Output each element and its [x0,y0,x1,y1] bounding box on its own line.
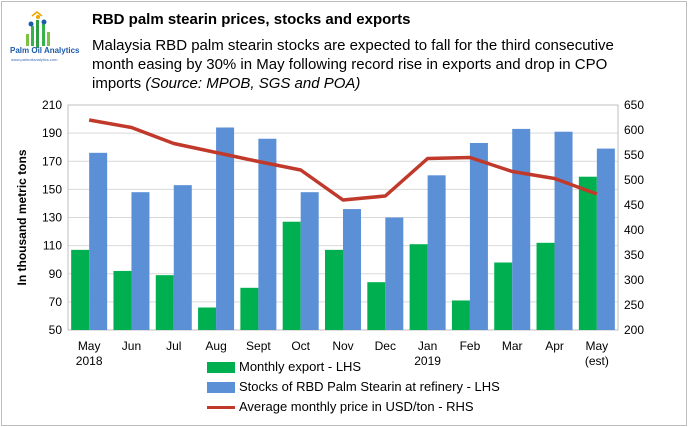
bar-stocks [385,217,404,330]
x-tick-label: May (est) [585,339,609,368]
legend-label-export: Monthly export - LHS [239,359,362,374]
bar-stocks [596,148,615,330]
palm-tree-icon [26,11,50,48]
legend-label-stocks: Stocks of RBD Palm Stearin at refinery -… [239,379,500,394]
x-tick-label: Dec [375,339,396,353]
bar-export [578,176,597,330]
y2-tick-label: 500 [624,173,644,187]
bar-stocks [131,192,150,330]
x-tick-label: May 2018 [76,339,103,368]
bar-export [367,282,386,330]
y2-tick-label: 350 [624,248,644,262]
y2-tick-label: 650 [624,98,644,112]
y2-tick-label: 200 [624,323,644,337]
y-tick-label: 50 [49,323,63,337]
bar-export [409,244,428,330]
legend-label-price: Average monthly price in USD/ton - RHS [239,399,474,414]
y-tick-label: 70 [49,295,63,309]
legend-swatch-stocks [207,382,235,393]
bar-export [240,287,259,330]
y-tick-label: 170 [42,154,62,168]
bar-export [325,249,343,330]
bar-stocks [469,142,488,330]
bar-export [71,249,90,330]
bar-export [451,300,470,330]
bar-stocks [216,127,235,330]
palm-oil-analytics-logo [26,11,50,48]
bar-export [494,262,513,330]
y2-tick-label: 400 [624,223,644,237]
bar-stocks [343,209,361,330]
bar-stocks [173,185,192,330]
x-tick-label: Mar [502,339,523,353]
bar-stocks [427,175,446,330]
bar-export [198,307,217,330]
y2-tick-label: 550 [624,148,644,162]
bar-export [282,221,301,330]
series-line-price [88,118,598,202]
bar-export [113,270,132,330]
y2-tick-label: 300 [624,273,644,287]
chart-subtitle: Malaysia RBD palm stearin stocks are exp… [92,36,652,93]
x-tick-label: Aug [205,339,226,353]
y-tick-label: 90 [49,267,63,281]
brand-url: www.palmoilanalytics.com [11,57,58,62]
x-tick-label: Jun [122,339,141,353]
y-axis-title: In thousand metric tons [15,149,29,285]
bar-stocks [300,192,319,330]
x-tick-label: Sept [246,339,271,353]
legend-swatch-export [207,362,235,373]
x-tick-label: Jul [166,339,181,353]
legend-swatch-price [207,406,235,409]
x-tick-label: Nov [332,339,353,353]
x-tick-label: Apr [545,339,564,353]
bar-stocks [512,128,531,330]
bar-stocks [258,138,277,330]
y-tick-label: 130 [42,211,62,225]
y2-tick-label: 600 [624,123,644,137]
y-tick-label: 210 [42,98,62,112]
chart-title: RBD palm stearin prices, stocks and expo… [92,11,411,28]
y2-tick-label: 450 [624,198,644,212]
y2-tick-label: 250 [624,298,644,312]
bar-export [536,242,555,330]
x-tick-label: Feb [460,339,481,353]
bar-stocks [89,152,108,330]
bar-export [155,275,174,330]
bar-stocks [554,131,573,330]
subtitle-text: Malaysia RBD palm stearin stocks are exp… [92,37,614,92]
y-tick-label: 150 [42,182,62,196]
x-tick-label: Jan 2019 [414,339,441,368]
x-tick-label: Oct [291,339,310,353]
y-tick-label: 110 [43,239,62,253]
brand-name: Palm Oil Analytics [10,46,80,55]
y-tick-label: 190 [42,126,62,140]
source-note: (Source: MPOB, SGS and POA) [145,75,361,92]
